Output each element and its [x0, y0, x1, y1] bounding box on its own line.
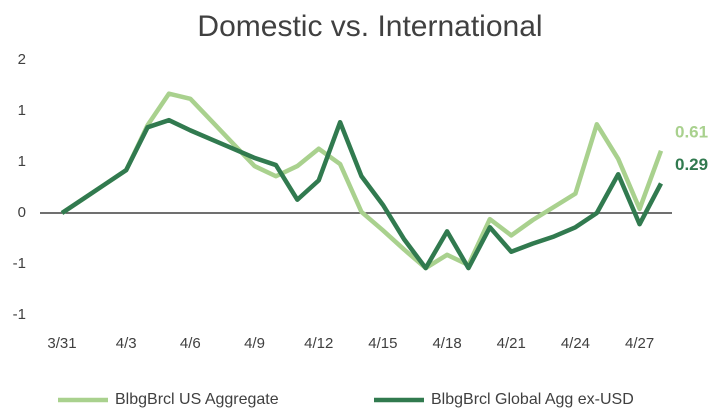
x-tick-label: 4/18 — [432, 335, 461, 352]
x-tick-label: 4/3 — [116, 335, 137, 352]
x-tick-label: 4/15 — [368, 335, 397, 352]
end-value-label: 0.29 — [675, 155, 708, 174]
x-tick-label: 4/9 — [244, 335, 265, 352]
y-tick-label: -1 — [13, 255, 26, 272]
x-tick-label: 3/31 — [47, 335, 76, 352]
end-value-label: 0.61 — [675, 122, 708, 141]
y-tick-label: 1 — [18, 102, 26, 119]
y-tick-label: 2 — [18, 51, 26, 68]
x-tick-label: 4/6 — [180, 335, 201, 352]
x-tick-label: 4/12 — [304, 335, 333, 352]
series-line — [60, 91, 664, 271]
x-tick-label: 4/21 — [497, 335, 526, 352]
chart-title: Domestic vs. International — [197, 10, 542, 43]
series-line — [60, 117, 663, 271]
legend-label: BlbgBrcl US Aggregate — [115, 391, 279, 408]
y-tick-label: 1 — [18, 153, 26, 170]
legend-label: BlbgBrcl Global Agg ex-USD — [431, 391, 634, 408]
x-tick-label: 4/27 — [625, 335, 654, 352]
y-tick-label: 0 — [18, 204, 26, 221]
y-tick-label: -1 — [13, 306, 26, 323]
x-tick-label: 4/24 — [561, 335, 590, 352]
